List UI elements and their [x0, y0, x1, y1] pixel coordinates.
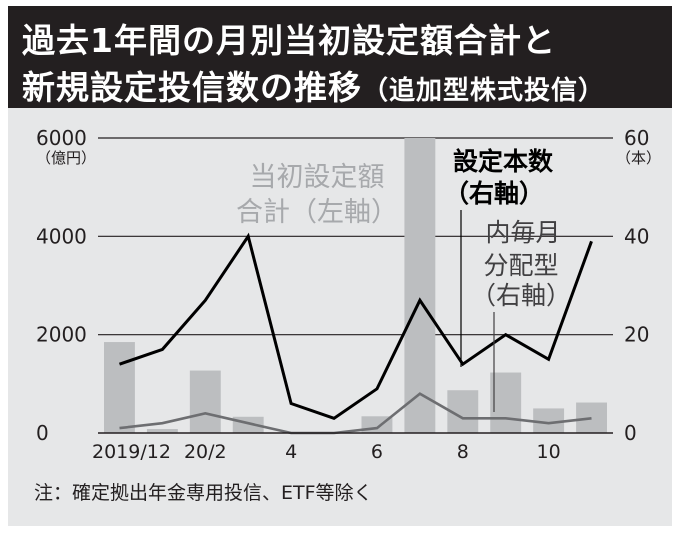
line1-label-line-2: （右軸） — [444, 179, 544, 208]
annotations: 当初設定額 合計（左軸） 設定本数 （右軸） 内毎月 分配型 （右軸） — [236, 147, 571, 412]
series-line-monthly — [119, 392, 592, 435]
line-series — [119, 232, 593, 435]
bar — [576, 402, 607, 433]
grid-lines — [98, 137, 613, 336]
chart-title-paren: （追加型株式投信） — [362, 76, 606, 106]
left-tick-label: 0 — [36, 421, 49, 445]
line1-label-line-1: 設定本数 — [453, 147, 554, 176]
right-tick-label: 40 — [624, 224, 649, 248]
chart-panel — [8, 108, 672, 526]
bar — [146, 429, 178, 433]
bar — [104, 342, 135, 433]
x-tick-label: 20/2 — [184, 441, 227, 463]
bar — [404, 138, 436, 433]
x-tick-label: 2019/12 — [92, 441, 171, 463]
x-tick-label: 10 — [537, 441, 561, 463]
left-tick-label: 6000 — [36, 126, 87, 150]
bar — [490, 372, 522, 433]
line2-label-line-3: （右軸） — [471, 281, 571, 310]
line2-label-line-2: 分配型 — [483, 251, 558, 280]
bar-series — [104, 138, 607, 433]
chart-title-line-1: 過去1年間の月別当初設定額合計と — [22, 21, 556, 60]
bars-label-line-2: 合計（左軸） — [236, 197, 398, 228]
x-tick-label: 8 — [457, 441, 469, 463]
left-axis-unit: （億円） — [36, 149, 96, 167]
x-tick-label: 4 — [285, 441, 297, 463]
line2-label-line-1: 内毎月 — [485, 218, 560, 247]
x-tick-label: 6 — [371, 441, 383, 463]
right-tick-label: 0 — [624, 421, 637, 445]
series-line-total — [119, 232, 593, 420]
left-tick-label: 2000 — [36, 323, 87, 347]
axes: 0 2000 4000 6000（億円） 0 20 40 60（本） 2019/12 20/2 4 6… — [36, 126, 661, 463]
bar — [189, 370, 221, 433]
right-axis-unit: （本） — [616, 149, 661, 167]
footnote: 注：確定拠出年金専用投信、ETF等除く — [34, 482, 373, 504]
right-tick-label: 60 — [624, 126, 649, 150]
chart-title-line-2: 新規設定投信数の推移（追加型株式投信） — [22, 61, 605, 109]
bar — [533, 408, 565, 433]
title-banner: 過去1年間の月別当初設定額合計と 新規設定投信数の推移（追加型株式投信） — [8, 6, 672, 108]
chart-title-main: 新規設定投信数の推移 — [22, 68, 362, 107]
left-tick-label: 4000 — [36, 224, 87, 248]
bars-label-line-1: 当初設定額 — [250, 162, 385, 193]
right-tick-label: 20 — [624, 323, 649, 347]
